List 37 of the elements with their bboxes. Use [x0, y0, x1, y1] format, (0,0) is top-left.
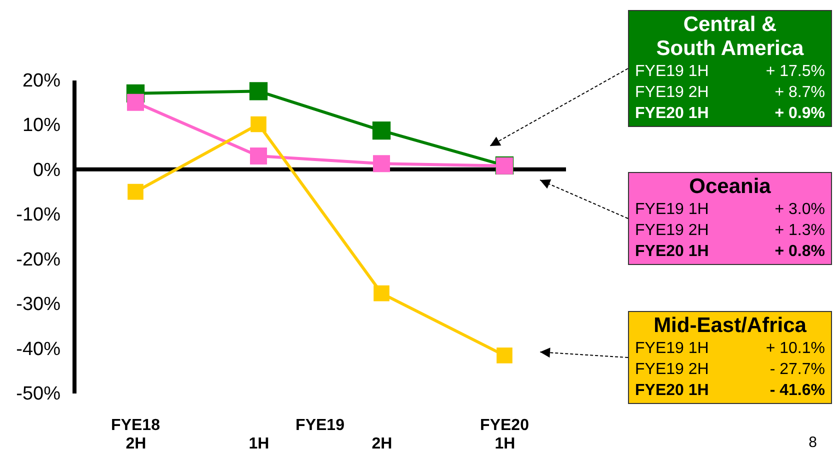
- text: FYE19 2H + 8.7%: [635, 84, 825, 101]
- text: FYE20 1H + 0.9%: [635, 105, 825, 122]
- point: [128, 184, 144, 200]
- text: Central & South America: [655, 13, 805, 61]
- y-tick-label: -20%: [16, 249, 61, 270]
- x-tick-label: 1H: [248, 436, 270, 452]
- x-tick-label: 2H: [126, 436, 146, 452]
- text: Mid-East/Africa: [652, 314, 808, 338]
- text: FYE20 1H - 41.6%: [635, 382, 825, 399]
- y-tick-label: -30%: [16, 294, 61, 316]
- y-tick-label: -50%: [16, 384, 61, 404]
- point: [372, 155, 390, 172]
- y-tick-label: 20%: [22, 70, 61, 92]
- y-tick-label: -40%: [16, 338, 61, 360]
- y-tick-label: -10%: [16, 204, 61, 226]
- text: FYE18: [111, 417, 160, 434]
- point: [126, 94, 144, 111]
- text: FYE20: [480, 417, 530, 434]
- text: FYE19 1H + 3.0%: [635, 201, 825, 218]
- text: FYE19: [296, 417, 345, 434]
- y-tick-label: 0%: [33, 160, 61, 181]
- text: FYE20 1H + 0.8%: [635, 243, 825, 260]
- y-tick-label: 10%: [22, 115, 61, 136]
- x-tick-label: 1H: [494, 436, 516, 452]
- point: [374, 285, 390, 302]
- point: [250, 116, 266, 132]
- point: [249, 82, 268, 100]
- point: [372, 121, 391, 140]
- text: FYE19 2H - 27.7%: [635, 361, 825, 378]
- text: FYE19 1H + 17.5%: [635, 63, 825, 80]
- point: [250, 148, 268, 165]
- text: FYE19 1H + 10.1%: [635, 340, 825, 357]
- text: FYE19 2H + 1.3%: [635, 222, 825, 239]
- text: 8: [808, 434, 817, 451]
- text: Oceania: [688, 175, 772, 199]
- point: [496, 348, 512, 364]
- x-tick-label: 2H: [372, 436, 392, 452]
